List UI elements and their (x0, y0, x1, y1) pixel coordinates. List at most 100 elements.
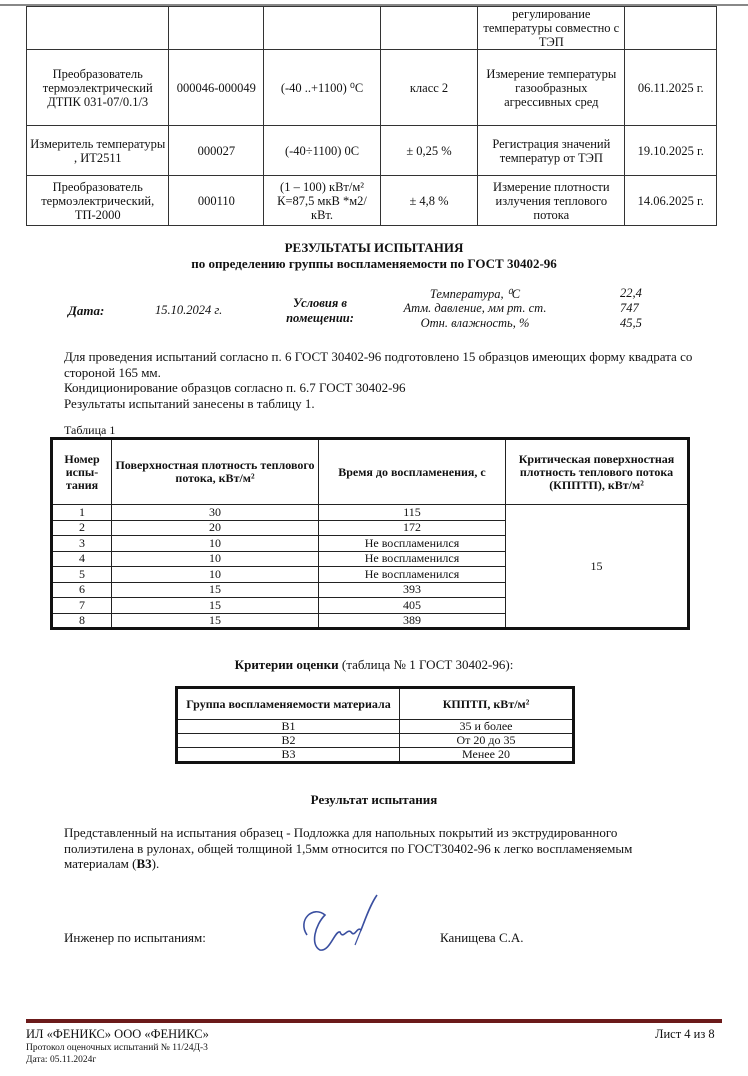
criteria-title-bold: Критерии оценки (234, 657, 339, 672)
table-cell: ± 4,8 % (379, 175, 479, 226)
conditions-list: Температура, ⁰С 22,4 Атм. давление, мм рт.… (380, 286, 650, 331)
table-cell (25, 6, 170, 50)
table-cell: 6 (51, 581, 112, 598)
table-cell: 19.10.2025 г. (624, 125, 717, 176)
result-group: В3 (136, 856, 152, 871)
col-header: Поверхностная плотность теплового потока… (111, 438, 319, 505)
table-cell: 000046-000049 (168, 49, 265, 126)
equipment-table: регулирование температуры совместно с ТЭ… (25, 6, 717, 226)
table-cell: 15 (111, 597, 319, 614)
table-cell: Измеритель температуры , ИТ2511 (25, 125, 170, 176)
table-cell: Менее 20 (399, 747, 574, 763)
table-cell: ± 0,25 % (379, 125, 479, 176)
date-value: 15.10.2024 г. (155, 303, 223, 317)
table-cell: 10 (111, 550, 319, 567)
table-cell: В2 (176, 733, 400, 748)
paragraph: Результаты испытаний занесены в таблицу … (64, 395, 315, 411)
footer-rule (26, 1019, 722, 1023)
table-cell: В3 (176, 747, 400, 763)
table-row: В1 35 и более (176, 719, 574, 734)
table-cell: 405 (318, 597, 506, 614)
table-cell: Не воспламенился (318, 535, 506, 552)
criteria-title-rest: (таблица № 1 ГОСТ 30402-96): (338, 657, 514, 672)
table-row: Преобразователь термоэлектрический, ТП-2… (25, 175, 717, 226)
footer-protocol: Протокол оценочных испытаний № 11/24Д-3 (26, 1043, 208, 1053)
col-header: Группа воспламеняемости материала (176, 687, 400, 720)
criteria-title: Критерии оценки (таблица № 1 ГОСТ 30402-… (0, 657, 748, 673)
table-cell: 06.11.2025 г. (624, 49, 717, 126)
signature-name: Канищева С.А. (440, 930, 524, 945)
table-row: 4 10 Не воспламенился (51, 550, 689, 567)
table-cell: Преобразователь термоэлектрический, ТП-2… (25, 175, 170, 226)
table-cell: 115 (318, 504, 506, 521)
table-cell: 4 (51, 550, 112, 567)
table-cell: Преобразователь термоэлектрический ДТПК … (25, 49, 170, 126)
results-table: Номер испы-тания Поверхностная плотность… (50, 437, 690, 630)
condition-row: Атм. давление, мм рт. ст. 747 (380, 301, 650, 316)
table-cell: 1 (51, 504, 112, 521)
table-cell: (-40 ..+1100) ⁰С (263, 49, 381, 126)
kpptp-cell: 15 (505, 504, 689, 629)
result-text-main: Представленный на испытания образец - По… (64, 825, 633, 871)
table-cell: 172 (318, 519, 506, 536)
table-row: В3 Менее 20 (176, 747, 574, 763)
condition-value: 22,4 (620, 286, 642, 300)
table-cell: 30 (111, 504, 319, 521)
table-cell (168, 6, 265, 50)
table-cell (624, 6, 717, 50)
table-row: 5 10 Не воспламенился (51, 566, 689, 583)
table-cell: 8 (51, 612, 112, 629)
col-header: Номер испы-тания (51, 438, 112, 505)
table-row: Преобразователь термоэлектрический ДТПК … (25, 49, 717, 126)
condition-label: Температура, ⁰С (429, 287, 521, 301)
intro-paragraphs: Для проведения испытаний согласно п. 6 Г… (64, 349, 714, 411)
table-cell: регулирование температуры совместно с ТЭ… (477, 6, 626, 50)
table-cell: Не воспламенился (318, 550, 506, 567)
table-row: 1 30 115 15 (51, 504, 689, 629)
table-cell: 14.06.2025 г. (624, 175, 717, 226)
table-row: регулирование температуры совместно с ТЭ… (25, 6, 717, 50)
top-rule (0, 4, 748, 6)
table-cell: 10 (111, 566, 319, 583)
table-cell: 7 (51, 597, 112, 614)
footer-org: ИЛ «ФЕНИКС» ООО «ФЕНИКС» (26, 1027, 209, 1041)
col-header: Критическая поверхностная плотность тепл… (505, 438, 689, 505)
paragraph: Для проведения испытаний согласно п. 6 Г… (64, 349, 693, 380)
table-cell: 000110 (168, 175, 265, 226)
table-cell: Регистрация значений температур от ТЭП (477, 125, 626, 176)
condition-row: Температура, ⁰С 22,4 (380, 286, 650, 301)
condition-value: 747 (620, 301, 639, 315)
paragraph: Кондиционирование образцов согласно п. 6… (64, 380, 406, 395)
table-cell: 15 (111, 612, 319, 629)
results-title: РЕЗУЛЬТАТЫ ИСПЫТАНИЯ (284, 240, 464, 255)
table-cell: 393 (318, 581, 506, 598)
signature-role: Инженер по испытаниям: (64, 930, 206, 945)
table-row: В2 От 20 до 35 (176, 733, 574, 748)
table-cell: 10 (111, 535, 319, 552)
table-cell: Не воспламенился (318, 566, 506, 583)
table-cell: 2 (51, 519, 112, 536)
col-header: Время до воспламенения, с (318, 438, 506, 505)
table-cell: 20 (111, 519, 319, 536)
table-cell (379, 6, 479, 50)
table-cell (263, 6, 381, 50)
room-conditions-label: Условия в помещении: (286, 296, 354, 325)
table1-caption: Таблица 1 (64, 423, 116, 437)
table-cell: 15 (111, 581, 319, 598)
col-header: КППТП, кВт/м² (399, 687, 574, 720)
result-text-end: ). (151, 856, 160, 871)
table-cell: В1 (176, 719, 400, 734)
table-cell: (-40÷1100) 0С (263, 125, 381, 176)
table-cell: 000027 (168, 125, 265, 176)
signature-image (303, 894, 378, 951)
table-row: 8 15 389 (51, 612, 689, 629)
results-subtitle: по определению группы воспламеняемости п… (191, 256, 557, 271)
table-cell: 35 и более (399, 719, 574, 734)
table-cell: 5 (51, 566, 112, 583)
criteria-table: Группа воспламеняемости материала КППТП,… (175, 686, 575, 764)
table-cell: Измерение температуры газообразных агрес… (477, 49, 626, 126)
table-cell: Измерение плотности излучения теплового … (477, 175, 626, 226)
condition-label: Атм. давление, мм рт. ст. (403, 301, 547, 315)
footer-date: Дата: 05.11.2024г (26, 1055, 97, 1065)
